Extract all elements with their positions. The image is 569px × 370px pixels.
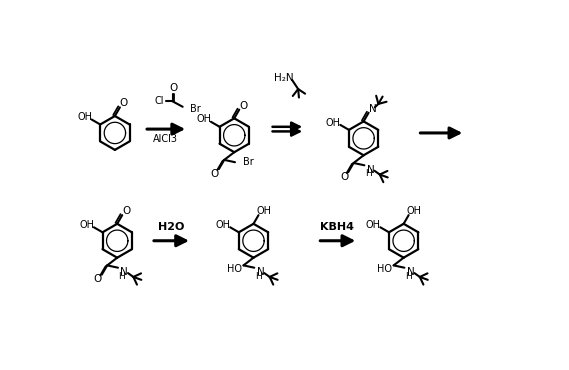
- Text: OH: OH: [196, 114, 212, 124]
- Text: O: O: [239, 101, 247, 111]
- Text: O: O: [122, 206, 130, 216]
- Text: H2O: H2O: [158, 222, 184, 232]
- Text: Cl: Cl: [154, 96, 163, 107]
- Text: H₂N: H₂N: [274, 73, 294, 83]
- Text: H: H: [365, 169, 372, 178]
- Text: H: H: [255, 272, 262, 281]
- Text: AlCl3: AlCl3: [153, 134, 178, 144]
- Text: HO: HO: [227, 264, 242, 274]
- Text: OH: OH: [326, 118, 341, 128]
- Text: N: N: [120, 267, 128, 278]
- Text: O: O: [119, 98, 128, 108]
- Text: OH: OH: [366, 220, 381, 230]
- Text: OH: OH: [216, 220, 230, 230]
- Text: Br: Br: [191, 104, 201, 114]
- Text: O: O: [211, 169, 219, 179]
- Text: N: N: [369, 104, 376, 114]
- Text: N: N: [257, 267, 265, 278]
- Text: KBH4: KBH4: [320, 222, 354, 232]
- Text: H: H: [118, 272, 125, 281]
- Text: O: O: [94, 274, 102, 284]
- Text: O: O: [340, 172, 348, 182]
- Text: OH: OH: [406, 206, 422, 216]
- Text: O: O: [170, 83, 178, 93]
- Text: OH: OH: [77, 112, 92, 122]
- Text: HO: HO: [377, 264, 392, 274]
- Text: OH: OH: [80, 220, 94, 230]
- Text: Br: Br: [243, 157, 253, 167]
- Text: N: N: [366, 165, 374, 175]
- Text: H: H: [405, 272, 411, 281]
- Text: N: N: [407, 267, 414, 278]
- Text: OH: OH: [257, 206, 271, 216]
